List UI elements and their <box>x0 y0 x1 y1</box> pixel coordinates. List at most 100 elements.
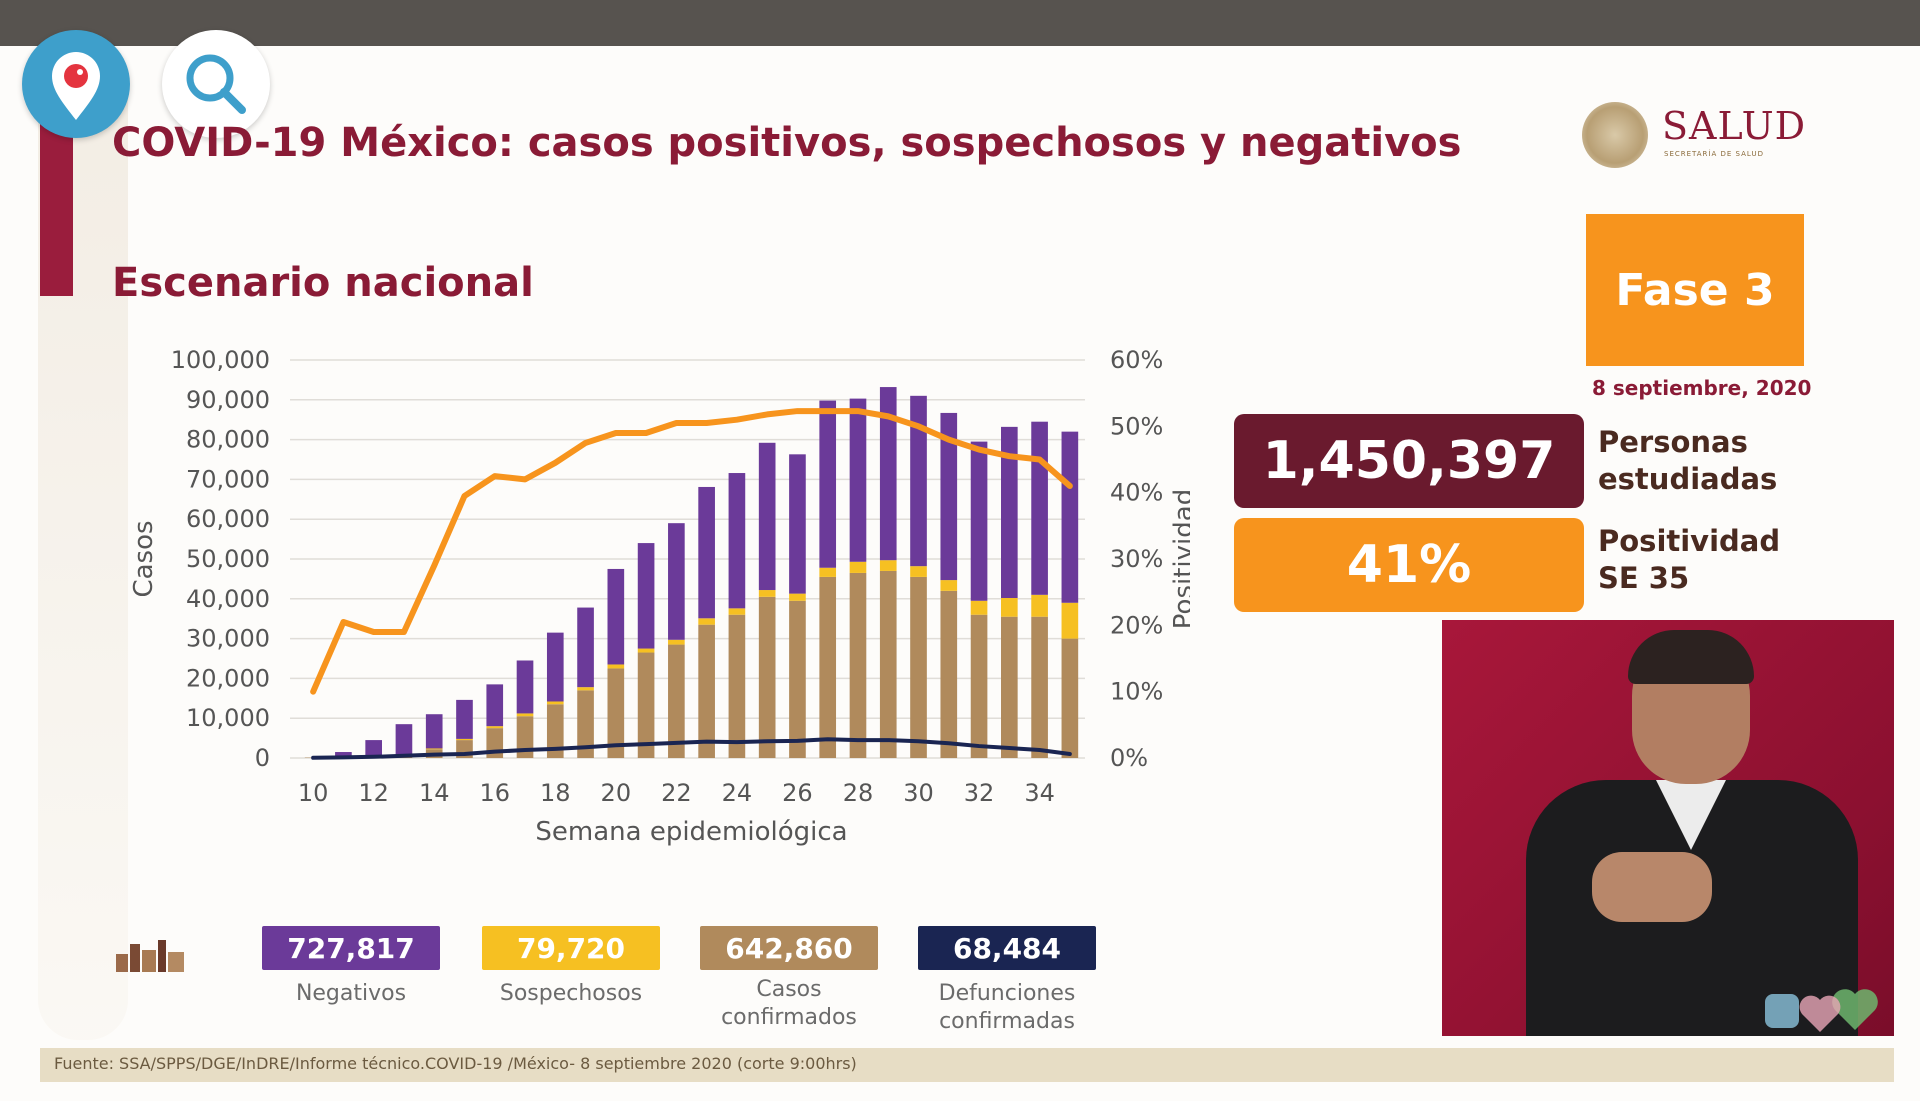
bar-negativos <box>758 442 776 591</box>
y-tick-label: 10,000 <box>186 704 270 732</box>
bar-sospechosos <box>637 648 655 653</box>
y2-tick-label: 0% <box>1110 744 1148 772</box>
top-bar <box>0 0 1920 46</box>
bar-sospechosos <box>849 561 867 573</box>
bar-casos-confirmados <box>1001 616 1018 758</box>
bar-negativos <box>1001 426 1018 599</box>
y-tick-label: 30,000 <box>186 625 270 653</box>
x-tick-label: 16 <box>479 779 510 807</box>
bar-sospechosos <box>1031 594 1048 617</box>
bar-casos-confirmados <box>577 690 594 758</box>
bar-casos-confirmados <box>970 614 988 758</box>
bar-negativos <box>425 714 443 749</box>
bar-negativos <box>910 395 927 567</box>
salud-logo: SALUD SECRETARÍA DE SALUD <box>1582 98 1812 176</box>
bar-sospechosos <box>758 590 776 597</box>
y-tick-label: 50,000 <box>186 545 270 573</box>
stat-positivity-value: 41% <box>1234 518 1584 612</box>
chart-labels: 0 10,000 20,000 30,000 40,000 50,000 60,000 70,… <box>130 346 1190 847</box>
y2-axis-title: Positividad <box>1169 489 1190 629</box>
bar-casos-confirmados <box>879 570 897 758</box>
bar-negativos <box>395 724 413 755</box>
bar-negativos <box>516 660 534 714</box>
interpreter-hands <box>1592 852 1712 922</box>
interpreter-hair <box>1628 630 1754 684</box>
bar-sospechosos <box>698 618 715 625</box>
bar-casos-confirmados <box>546 704 564 758</box>
x-tick-label: 12 <box>358 779 389 807</box>
footer-source: Fuente: SSA/SPPS/DGE/InDRE/Informe técni… <box>54 1054 857 1073</box>
line-defunciones-confirmadas <box>311 737 1072 760</box>
y-tick-label: 60,000 <box>186 505 270 533</box>
bar-negativos <box>879 387 897 561</box>
bar-negativos <box>335 752 352 757</box>
bar-negativos <box>849 398 867 562</box>
bar-casos-confirmados <box>758 596 776 758</box>
bar-sospechosos <box>1061 602 1079 639</box>
footer-bar <box>40 1048 1894 1082</box>
y2-tick-label: 60% <box>1110 346 1163 374</box>
legend-defunciones-label: Defunciones confirmadas <box>938 981 1076 1034</box>
bar-casos-confirmados <box>698 624 715 758</box>
bar-negativos <box>789 454 806 594</box>
bar-casos-confirmados <box>789 600 806 758</box>
bar-casos-confirmados <box>668 644 685 758</box>
bar-casos-confirmados <box>849 572 867 758</box>
x-tick-label: 14 <box>419 779 450 807</box>
y-tick-label: 90,000 <box>186 386 270 414</box>
bar-casos-confirmados <box>1031 616 1048 758</box>
periscope-button[interactable] <box>22 30 130 138</box>
logo-text: SALUD <box>1662 104 1807 148</box>
search-button[interactable] <box>162 30 270 138</box>
chart-lines <box>310 408 1073 760</box>
bar-casos-confirmados <box>1061 638 1079 758</box>
y-tick-label: 80,000 <box>186 426 270 454</box>
bar-sospechosos <box>970 600 988 615</box>
bar-sospechosos <box>516 713 534 717</box>
bar-casos-confirmados <box>516 716 534 758</box>
bar-sospechosos <box>940 580 958 591</box>
y2-tick-label: 30% <box>1110 545 1163 573</box>
bar-sospechosos <box>789 593 806 601</box>
y-tick-label: 20,000 <box>186 664 270 692</box>
bar-casos-confirmados <box>728 614 746 758</box>
x-tick-label: 20 <box>601 779 632 807</box>
page-subtitle: Escenario nacional <box>112 260 534 306</box>
y-tick-label: 0 <box>255 744 270 772</box>
bar-negativos <box>728 473 746 609</box>
x-tick-label: 30 <box>903 779 934 807</box>
bar-negativos <box>970 441 988 601</box>
y2-tick-label: 20% <box>1110 611 1163 639</box>
line-positividad <box>310 408 1073 695</box>
y-tick-label: 100,000 <box>171 346 270 374</box>
bar-casos-confirmados <box>910 576 927 758</box>
page-title: COVID-19 México: casos positivos, sospec… <box>112 120 1462 166</box>
chart-grid <box>290 359 1085 759</box>
phase-date: 8 septiembre, 2020 <box>1592 376 1812 400</box>
bar-sospechosos <box>668 639 685 645</box>
y-tick-label: 70,000 <box>186 465 270 493</box>
bar-sospechosos <box>819 567 837 577</box>
legend-negativos-label: Negativos <box>295 981 407 1006</box>
x-tick-label: 26 <box>782 779 813 807</box>
periscope-icon <box>52 52 100 120</box>
chart-bars <box>304 387 1079 758</box>
bar-casos-confirmados <box>819 576 837 758</box>
bar-sospechosos <box>425 748 443 750</box>
y2-tick-label: 40% <box>1110 479 1163 507</box>
bar-negativos <box>668 523 685 640</box>
stat-positivity-label: Positividad SE 35 <box>1598 524 1781 595</box>
logo-subtext: SECRETARÍA DE SALUD <box>1664 150 1764 158</box>
bar-sospechosos <box>879 560 897 571</box>
bar-sospechosos <box>910 566 927 577</box>
bar-sospechosos <box>456 738 473 741</box>
legend-defunciones-value: 68,484 <box>918 926 1096 970</box>
x-tick-label: 32 <box>964 779 995 807</box>
bar-negativos <box>546 632 564 702</box>
x-tick-label: 34 <box>1024 779 1055 807</box>
bar-negativos <box>365 740 382 757</box>
phase-badge: Fase 3 <box>1586 214 1804 366</box>
bar-negativos <box>607 568 625 665</box>
bar-sospechosos <box>607 664 625 669</box>
bar-negativos <box>1031 421 1048 595</box>
